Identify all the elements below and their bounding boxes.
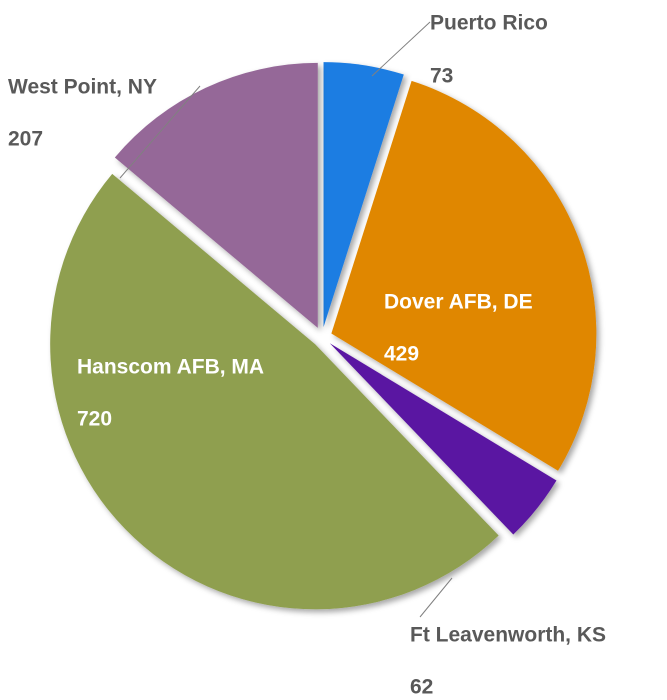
slice-value: 207 <box>8 128 43 151</box>
slice-label: Ft Leavenworth, KS <box>410 624 606 647</box>
pie-slice <box>331 80 597 471</box>
slice-label: West Point, NY <box>8 76 157 99</box>
slice-value: 720 <box>77 408 112 431</box>
slice-label: Dover AFB, DE <box>384 291 533 314</box>
leader-line <box>371 21 431 77</box>
pie-slice <box>50 173 499 610</box>
slice-value: 73 <box>430 65 453 88</box>
slice-value: 62 <box>410 676 433 699</box>
leader-line <box>119 85 201 179</box>
slice-label: Hanscom AFB, MA <box>77 356 264 379</box>
leader-line <box>419 577 453 618</box>
slice-value: 429 <box>384 343 419 366</box>
pie-slice <box>114 62 318 328</box>
pie-slice <box>329 343 557 535</box>
slice-label: Puerto Rico <box>430 12 548 35</box>
pie-slice <box>323 62 404 328</box>
